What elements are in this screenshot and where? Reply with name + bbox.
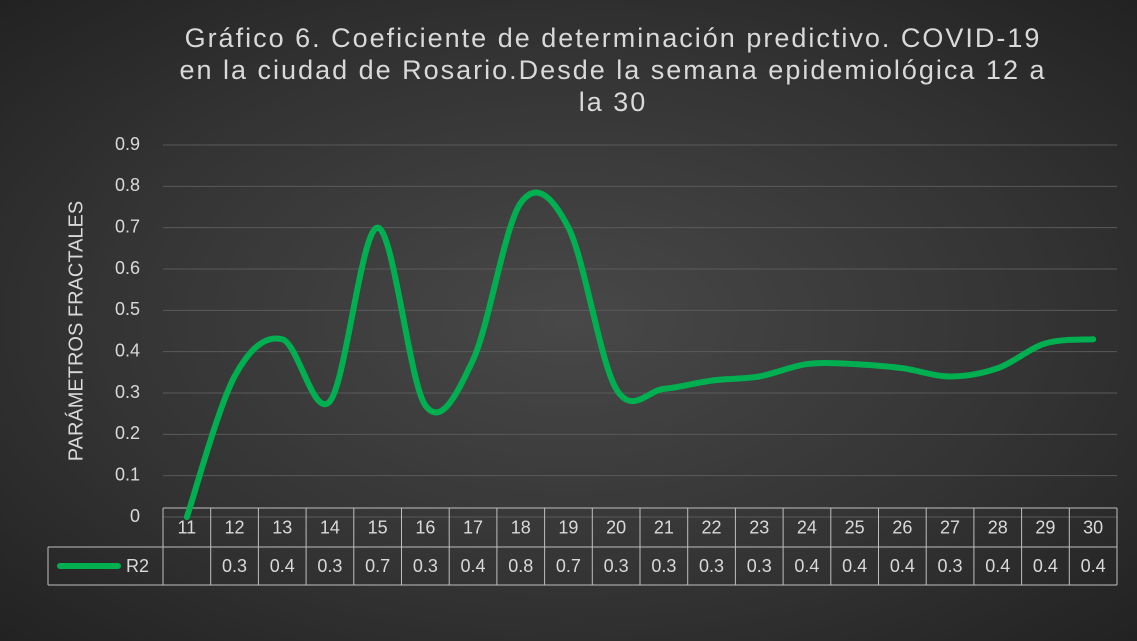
x-tick-label: 24 (797, 517, 817, 537)
x-tick-label: 22 (702, 517, 722, 537)
x-tick-label: 27 (940, 517, 960, 537)
data-label: 0.3 (222, 556, 247, 576)
x-tick-label: 13 (272, 517, 292, 537)
x-tick-label: 18 (511, 517, 531, 537)
x-tick-label: 20 (606, 517, 626, 537)
x-tick-label: 17 (463, 517, 483, 537)
data-label: 0.4 (461, 556, 486, 576)
x-tick-label: 12 (225, 517, 245, 537)
data-label: 0.3 (317, 556, 342, 576)
series-line (183, 189, 1097, 520)
x-tick-label: 23 (749, 517, 769, 537)
x-tick-label: 16 (415, 517, 435, 537)
data-label: 0.4 (794, 556, 819, 576)
x-tick-label: 28 (988, 517, 1008, 537)
data-label: 0.3 (604, 556, 629, 576)
y-tick-label: 0.8 (115, 175, 140, 195)
y-tick-label: 0.2 (115, 423, 140, 443)
data-label: 0.3 (651, 556, 676, 576)
y-axis-label: PARÁMETROS FRACTALES (64, 201, 87, 461)
data-label: 0.3 (413, 556, 438, 576)
data-label: 0.7 (365, 556, 390, 576)
x-tick-label: 21 (654, 517, 674, 537)
x-tick-label: 14 (320, 517, 340, 537)
data-label: 0.3 (747, 556, 772, 576)
y-tick-label: 0.4 (115, 340, 140, 360)
data-label: 0.4 (1081, 556, 1106, 576)
y-tick-label: 0.9 (115, 134, 140, 154)
y-tick-label: 0.1 (115, 464, 140, 484)
x-tick-label: 25 (845, 517, 865, 537)
data-label: 0.4 (1033, 556, 1058, 576)
data-label: 0.4 (985, 556, 1010, 576)
y-tick-label: 0.5 (115, 299, 140, 319)
data-label: 0.3 (938, 556, 963, 576)
data-label: 0.3 (699, 556, 724, 576)
data-label: 0.4 (842, 556, 867, 576)
data-label: 0.4 (270, 556, 295, 576)
x-tick-label: 19 (558, 517, 578, 537)
data-label: 0.8 (508, 556, 533, 576)
data-label: 0.4 (890, 556, 915, 576)
x-tick-label: 11 (178, 517, 197, 537)
data-label: 0.7 (556, 556, 581, 576)
y-tick-label: 0.3 (115, 382, 140, 402)
y-tick-label: 0 (130, 506, 140, 526)
legend-label: R2 (126, 556, 149, 576)
chart-title: Gráfico 6. Coeficiente de determinación … (179, 23, 1047, 117)
y-tick-label: 0.6 (115, 258, 140, 278)
y-tick-label: 0.7 (115, 216, 140, 236)
x-tick-label: 29 (1035, 517, 1055, 537)
x-tick-label: 15 (368, 517, 388, 537)
x-tick-label: 30 (1083, 517, 1103, 537)
x-tick-label: 26 (892, 517, 912, 537)
